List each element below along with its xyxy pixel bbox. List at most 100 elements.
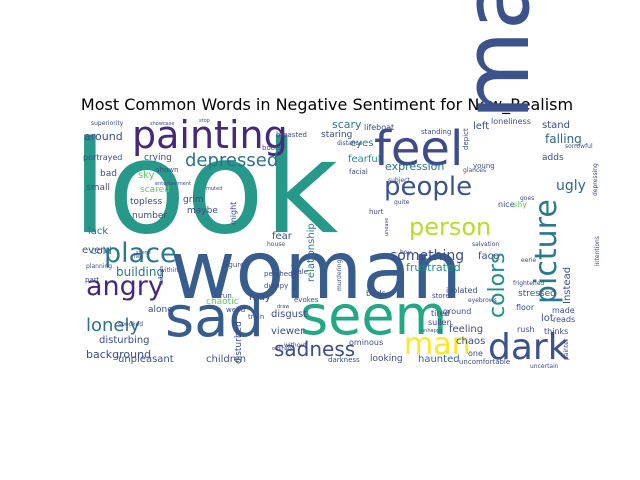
cloud-word-disgust: disgust: [271, 309, 307, 320]
cloud-word-showcase: showcase: [150, 121, 174, 127]
cloud-word-unhappy: unhappy: [421, 328, 443, 334]
cloud-word-evokes: evokes: [294, 296, 319, 304]
cloud-word-run: run: [220, 292, 232, 300]
cloud-word-cold: cold: [91, 246, 112, 257]
cloud-word-person: person: [409, 213, 491, 241]
cloud-word-depressing: depressing: [592, 163, 599, 196]
cloud-word-make: make: [443, 0, 550, 120]
cloud-word-distress: distress: [159, 265, 165, 285]
cloud-word-lonely: lonely: [86, 315, 140, 336]
cloud-word-planning: planning: [86, 263, 112, 270]
cloud-word-muted: muted: [206, 186, 222, 192]
cloud-word-ugly: ugly: [556, 178, 586, 194]
cloud-word-hurt: hurt: [369, 208, 384, 216]
cloud-word-murdering: murdering: [336, 260, 343, 291]
cloud-word-look: look: [72, 114, 338, 263]
cloud-word-topless: topless: [130, 197, 162, 207]
cloud-word-children: children: [206, 354, 246, 365]
cloud-word-flee: flee: [134, 254, 143, 260]
cloud-word-fearful: fearful: [348, 154, 381, 165]
cloud-word-falling: falling: [545, 132, 582, 146]
cloud-word-train: train: [248, 313, 264, 321]
cloud-word-eyes: eyes: [350, 138, 373, 149]
cloud-word-goes: goes: [520, 195, 534, 202]
cloud-word-sadness: sadness: [274, 337, 355, 361]
cloud-word-standing: standing: [421, 128, 451, 136]
cloud-word-maybe: maybe: [187, 206, 218, 216]
cloud-word-something: something: [390, 248, 464, 264]
cloud-word-weird: weird: [226, 306, 245, 314]
cloud-word-darkness: darkness: [328, 356, 360, 364]
cloud-word-scared: scared: [140, 185, 170, 195]
cloud-word-chaotic: chaotic: [206, 297, 239, 307]
cloud-word-viewer: viewer: [271, 326, 305, 337]
cloud-word-seem: seem: [300, 284, 447, 347]
cloud-word-house: house: [267, 241, 285, 248]
cloud-word-made: made: [552, 306, 575, 315]
cloud-word-subject: subject: [388, 177, 410, 184]
cloud-word-fear: fear: [272, 231, 293, 242]
cloud-word-birds: birds: [366, 289, 386, 298]
cloud-word-stop: stop: [199, 118, 210, 124]
cloud-word-painting: painting: [132, 113, 288, 157]
cloud-word-uncertain: uncertain: [530, 363, 559, 370]
cloud-word-distance: distance: [337, 140, 363, 147]
cloud-word-store: store: [432, 292, 450, 300]
cloud-word-painter: painter: [563, 338, 570, 360]
cloud-word-one: one: [468, 349, 483, 358]
cloud-word-portrayed: portrayed: [83, 153, 122, 162]
chart-title: Most Common Words in Negative Sentiment …: [81, 95, 573, 115]
cloud-word-may: may: [249, 292, 271, 303]
cloud-word-thinks: thinks: [544, 327, 568, 336]
cloud-word-number: number: [132, 211, 167, 221]
cloud-word-expression: expression: [385, 160, 444, 173]
cloud-word-ground: ground: [443, 307, 471, 316]
cloud-word-might: might: [229, 202, 238, 225]
cloud-word-breasted: breasted: [276, 131, 307, 139]
cloud-word-sullen: sullen: [428, 318, 452, 327]
cloud-word-sad: sad: [165, 285, 264, 350]
cloud-word-unpleasant: unpleasant: [118, 354, 174, 365]
cloud-word-background: background: [86, 348, 151, 361]
cloud-word-disturbing: disturbing: [99, 335, 150, 346]
cloud-word-intentions: intentions: [594, 236, 601, 266]
cloud-word-perched: perched: [264, 270, 293, 278]
cloud-word-man: man: [404, 327, 471, 362]
cloud-word-shy: shy: [513, 200, 527, 209]
cloud-word-ordinary: ordinary: [272, 346, 293, 352]
cloud-word-dumpy: dumpy: [264, 282, 288, 290]
cloud-word-figure: figure: [224, 261, 244, 269]
cloud-word-sky: sky: [138, 170, 155, 181]
cloud-word-relationship: relationship: [306, 223, 317, 282]
cloud-word-haunted: haunted: [418, 354, 460, 365]
cloud-word-spooked: spooked: [118, 321, 143, 328]
cloud-word-depict: depict: [462, 128, 470, 150]
cloud-word-colors: colors: [485, 252, 510, 318]
cloud-word-crying: crying: [144, 153, 172, 163]
cloud-word-looking: looking: [370, 354, 403, 364]
cloud-word-feel: feel: [374, 121, 463, 177]
cloud-word-within: within: [160, 267, 178, 274]
cloud-word-part: part: [85, 276, 100, 284]
cloud-word-scene: scene: [136, 250, 151, 256]
cloud-word-woman: woman: [170, 224, 462, 317]
cloud-word-shown: shown: [156, 166, 179, 174]
cloud-word-lack: lack: [88, 226, 108, 237]
cloud-word-tired: tired: [431, 309, 449, 318]
cloud-word-people: people: [384, 172, 472, 202]
cloud-word-unease: unease: [384, 218, 390, 236]
cloud-word-building: building: [116, 265, 164, 279]
cloud-word-frightened: frightened: [513, 280, 544, 287]
cloud-word-bad: bad: [100, 169, 117, 179]
cloud-word-uncomfortable: uncomfortable: [459, 358, 510, 366]
cloud-word-nice: nice: [498, 200, 515, 209]
cloud-word-staring: staring: [321, 130, 352, 140]
cloud-word-young: young: [473, 162, 495, 170]
cloud-word-chaos: chaos: [456, 336, 485, 347]
cloud-word-floor: floor: [516, 303, 535, 312]
cloud-word-depressed: depressed: [185, 150, 278, 171]
cloud-word-instead: Instead: [562, 267, 573, 304]
cloud-word-place: place: [104, 238, 177, 269]
